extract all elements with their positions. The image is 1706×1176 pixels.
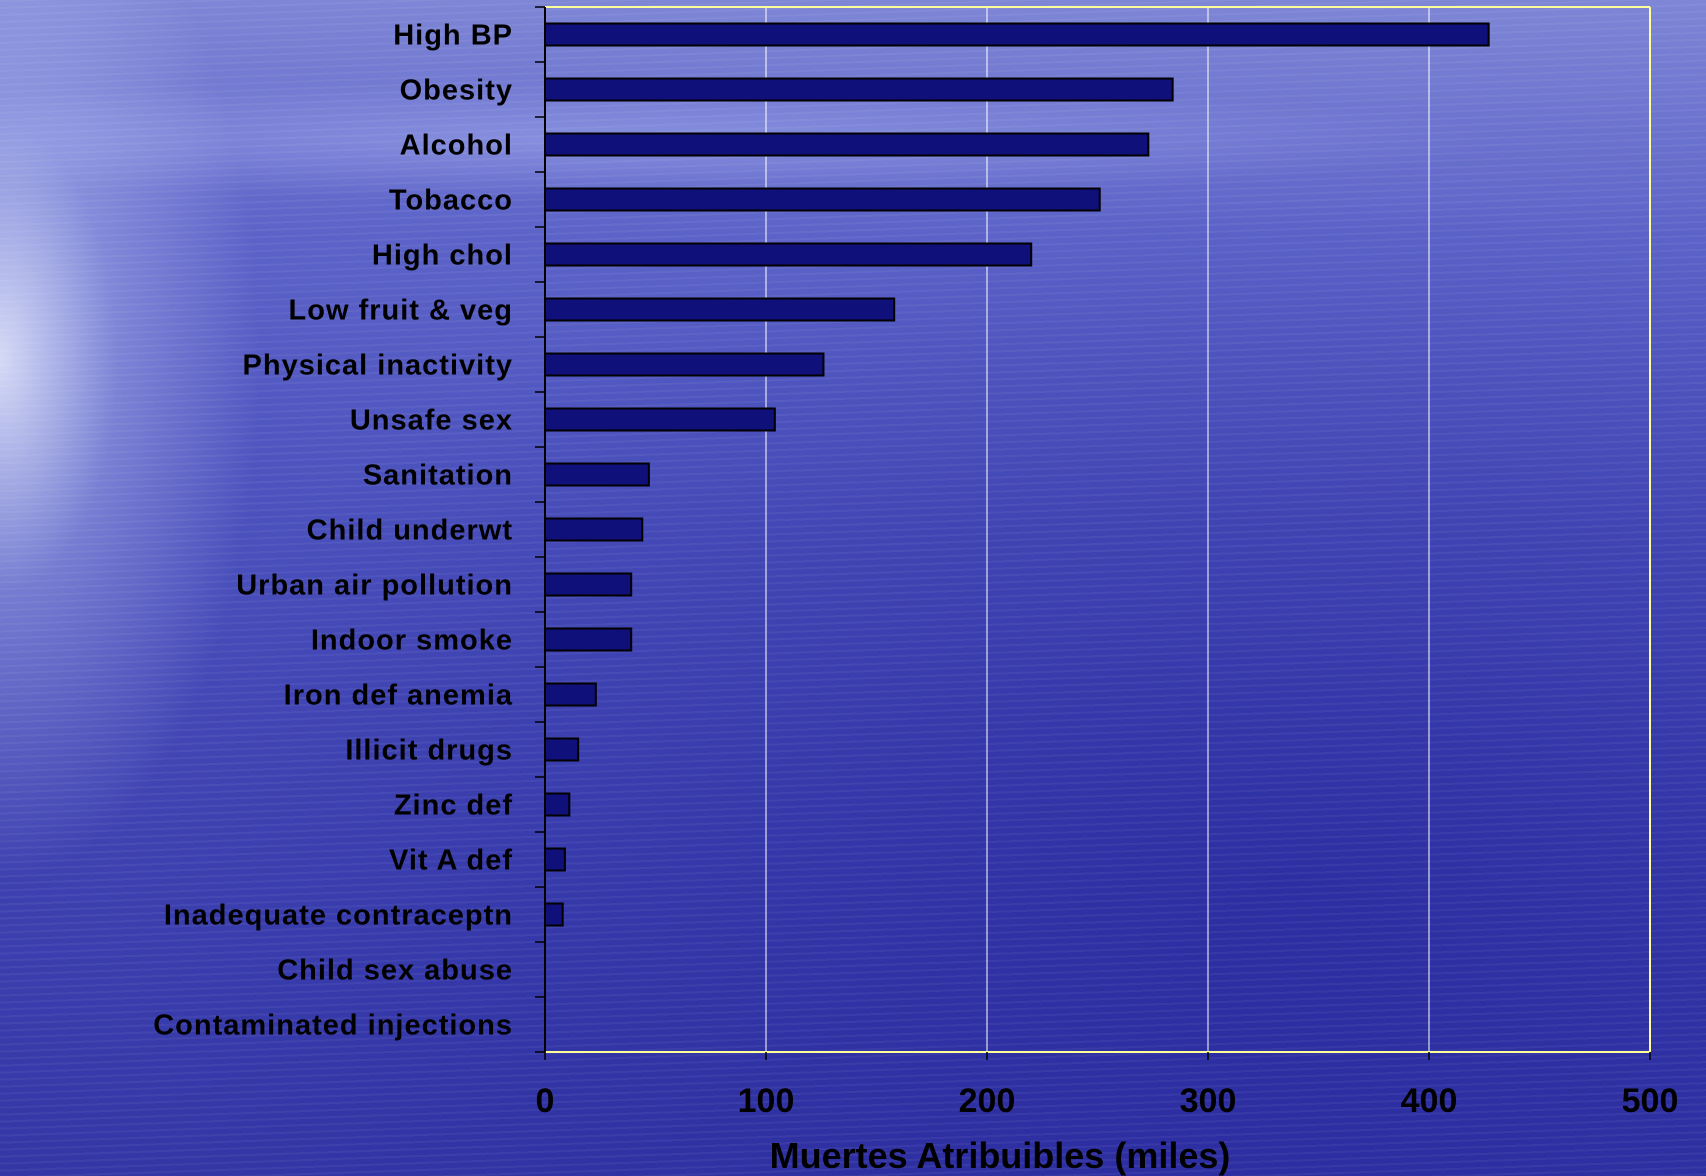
x-tick-label: 100 bbox=[738, 1082, 795, 1120]
bar bbox=[544, 517, 644, 542]
bar bbox=[544, 902, 564, 927]
category-label: Child underwt bbox=[307, 515, 513, 547]
category-label: Illicit drugs bbox=[345, 735, 513, 767]
category-label: Tobacco bbox=[389, 185, 513, 217]
category-labels: High BP Obesity Alcohol Tobacco High chol Low… bbox=[153, 20, 513, 1042]
bar bbox=[544, 462, 650, 487]
bars bbox=[544, 22, 1490, 927]
axes bbox=[535, 6, 1651, 1060]
bar bbox=[544, 682, 597, 707]
bar bbox=[544, 242, 1033, 267]
category-label: Physical inactivity bbox=[243, 350, 513, 382]
bar bbox=[544, 187, 1101, 212]
category-label: Child sex abuse bbox=[277, 955, 513, 987]
bar bbox=[544, 22, 1490, 47]
category-label: Iron def anemia bbox=[284, 680, 513, 712]
category-label: High chol bbox=[372, 240, 513, 272]
bar bbox=[544, 132, 1150, 157]
gridlines bbox=[765, 7, 1430, 1052]
bar bbox=[544, 352, 825, 377]
x-tick-label: 200 bbox=[959, 1082, 1016, 1120]
category-label: Alcohol bbox=[400, 130, 513, 162]
x-tick-label: 300 bbox=[1180, 1082, 1237, 1120]
bar bbox=[544, 792, 571, 817]
bar bbox=[544, 847, 566, 872]
bar bbox=[544, 407, 776, 432]
bar bbox=[544, 297, 896, 322]
category-label: High BP bbox=[393, 20, 513, 52]
x-tick-label: 500 bbox=[1622, 1082, 1679, 1120]
category-label: Zinc def bbox=[394, 790, 513, 822]
category-label: Unsafe sex bbox=[350, 405, 513, 437]
category-label: Low fruit & veg bbox=[289, 295, 513, 327]
category-label: Contaminated injections bbox=[153, 1010, 513, 1042]
category-label: Indoor smoke bbox=[311, 625, 513, 657]
x-tick-label: 0 bbox=[536, 1082, 555, 1120]
category-label: Vit A def bbox=[389, 845, 513, 877]
category-label: Obesity bbox=[400, 75, 513, 107]
x-tick-labels: 0 100 200 300 400 500 bbox=[536, 1082, 1679, 1120]
bar bbox=[544, 737, 580, 762]
x-tick-label: 400 bbox=[1401, 1082, 1458, 1120]
category-label: Sanitation bbox=[363, 460, 513, 492]
bar bbox=[544, 627, 633, 652]
bar bbox=[544, 77, 1174, 102]
bar bbox=[544, 572, 633, 597]
category-label: Inadequate contraceptn bbox=[164, 900, 513, 932]
x-axis-title: Muertes Atribuibles (miles) bbox=[770, 1135, 1231, 1176]
category-label: Urban air pollution bbox=[236, 570, 513, 602]
